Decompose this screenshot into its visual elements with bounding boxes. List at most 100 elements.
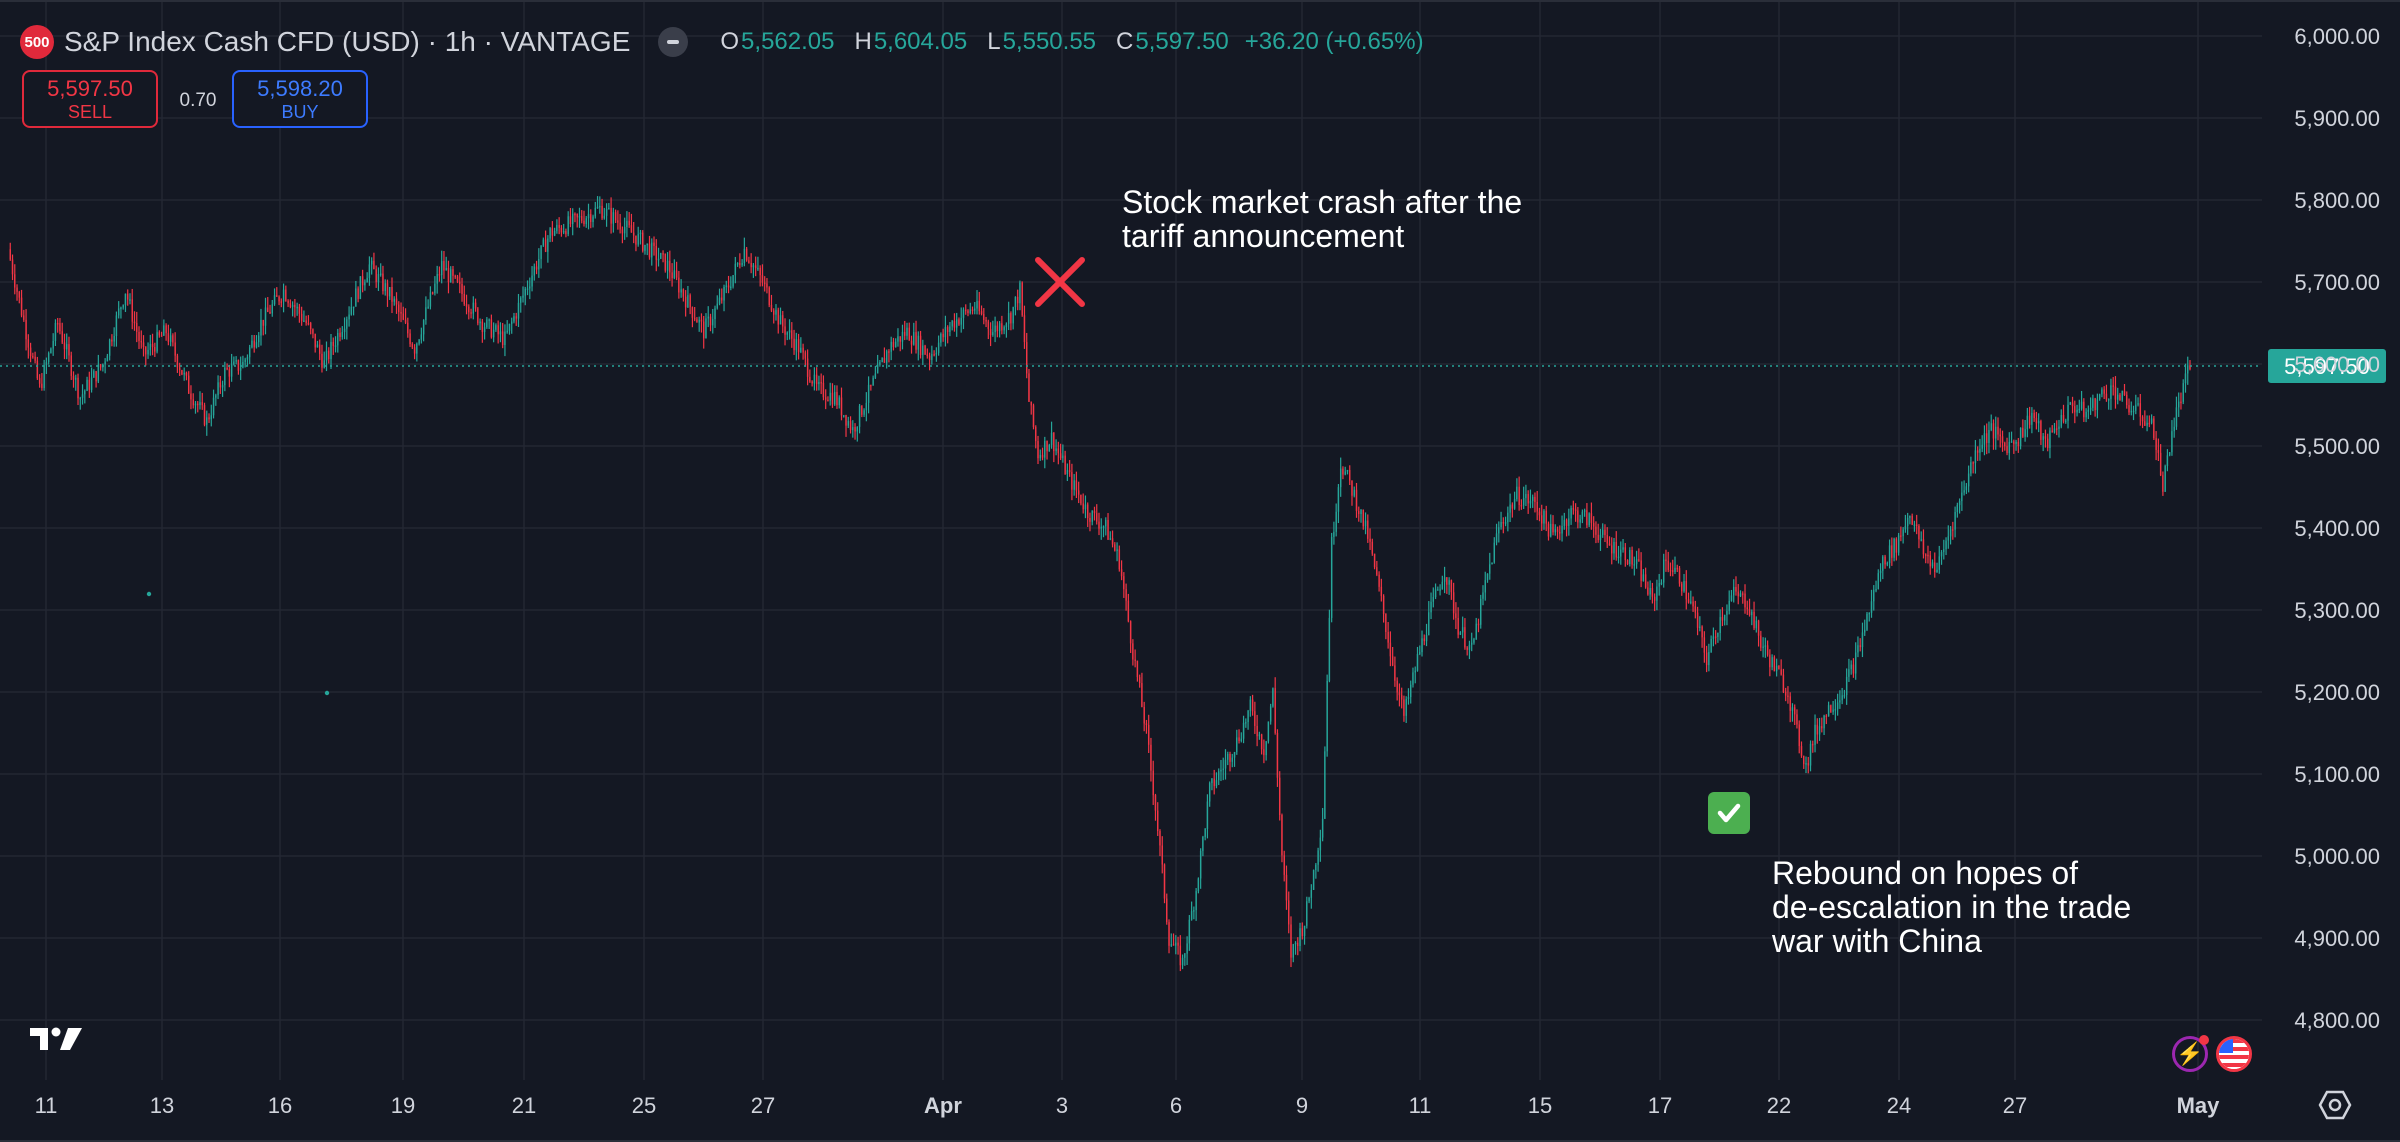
candle [1672, 559, 1674, 577]
candle-body [1800, 746, 1803, 756]
candle [1364, 512, 1367, 535]
candle-body [594, 207, 597, 217]
candle [2071, 396, 2074, 414]
candle [888, 349, 890, 363]
candle [1484, 571, 1486, 601]
candle-body [504, 331, 506, 346]
candle [707, 306, 709, 328]
candle-body [885, 351, 888, 363]
checkmark-glyph [1717, 803, 1741, 823]
symbol-title[interactable]: S&P Index Cash CFD (USD) · 1h · VANTAGE [64, 26, 631, 57]
candle-body [1003, 327, 1005, 331]
candle [2013, 439, 2015, 454]
candle-body [1653, 596, 1656, 601]
us-flag-icon[interactable] [2216, 1036, 2252, 1072]
candle [1816, 718, 1819, 744]
candle-body [1265, 741, 1267, 756]
candle-body [1292, 944, 1294, 958]
candle [1879, 563, 1882, 582]
candle-body [581, 216, 583, 221]
tradingview-logo-icon[interactable] [28, 1024, 84, 1052]
candle-body [413, 347, 416, 354]
candle-body [1380, 586, 1383, 596]
candle-body [113, 335, 115, 342]
candle [1141, 672, 1143, 708]
candle-body [126, 293, 129, 300]
candle-body [99, 364, 102, 368]
candle-body [2024, 429, 2026, 437]
candle [1091, 510, 1093, 526]
sell-button[interactable]: 5,597.50 SELL [22, 70, 158, 128]
candle [1016, 289, 1019, 311]
candle-body [2067, 404, 2069, 421]
candle-body [1385, 613, 1387, 633]
candle [1771, 654, 1773, 671]
candle [1563, 512, 1566, 530]
candle [779, 307, 782, 325]
candle [271, 299, 274, 317]
candle-body [583, 220, 585, 225]
candle [675, 261, 678, 281]
candle [443, 251, 445, 279]
buy-button[interactable]: 5,598.20 BUY [232, 70, 368, 128]
candle [242, 355, 244, 369]
candle [75, 374, 77, 391]
candle-body [1518, 486, 1520, 506]
candle-body [849, 421, 852, 431]
candle-body [515, 316, 517, 319]
candle [1193, 906, 1195, 920]
candle [513, 312, 515, 324]
candle-body [1321, 818, 1324, 838]
candle-body [1958, 501, 1961, 506]
candle [142, 335, 145, 357]
collapse-legend-button[interactable] [658, 27, 689, 57]
price-axis[interactable]: 6,000.005,900.005,800.005,700.005,600.00… [2294, 24, 2380, 1033]
candle [126, 289, 129, 306]
candle-body [635, 235, 637, 245]
settings-icon[interactable] [2318, 1088, 2352, 1122]
candle-body [411, 344, 414, 348]
candle [754, 256, 757, 277]
candle [693, 307, 696, 322]
candle-body [1818, 726, 1821, 735]
candle-body [230, 364, 233, 377]
time-axis[interactable]: 11 13 16 19 21 25 27 Apr 3 6 9 11 15 17 22 24 27 May [35, 1093, 2221, 1118]
candle-body [2119, 394, 2121, 401]
candle-body [1791, 707, 1794, 711]
candle-body [806, 358, 809, 377]
candle-body [897, 336, 899, 342]
candle [2126, 391, 2128, 409]
candle-body [1075, 480, 1078, 491]
candle [712, 308, 714, 334]
candle [596, 196, 599, 209]
lightning-icon[interactable]: ⚡ [2172, 1035, 2209, 1072]
candle [217, 375, 219, 400]
candle [47, 351, 50, 365]
candle [831, 383, 834, 408]
candle-body [38, 378, 41, 384]
candle [1927, 545, 1929, 564]
candle-body [1708, 651, 1710, 666]
candle-body [456, 276, 459, 282]
symbol-badge[interactable]: 500 [20, 25, 54, 59]
candle [1782, 668, 1785, 694]
candles [9, 196, 2191, 972]
candle [1434, 583, 1437, 600]
candle [1145, 719, 1148, 734]
candle-body [2141, 416, 2144, 422]
candle-body [1181, 957, 1184, 966]
candle [646, 243, 648, 256]
candle [262, 319, 264, 336]
candle [583, 210, 585, 227]
candle [1631, 546, 1633, 569]
candle-body [1633, 564, 1636, 566]
candle-body [506, 330, 508, 333]
candle-body [117, 308, 120, 316]
candle [628, 212, 630, 228]
low-label: L [987, 28, 1001, 55]
last-price-line: 5,597.50 [0, 349, 2386, 384]
candle [962, 307, 965, 330]
candle [922, 339, 924, 366]
